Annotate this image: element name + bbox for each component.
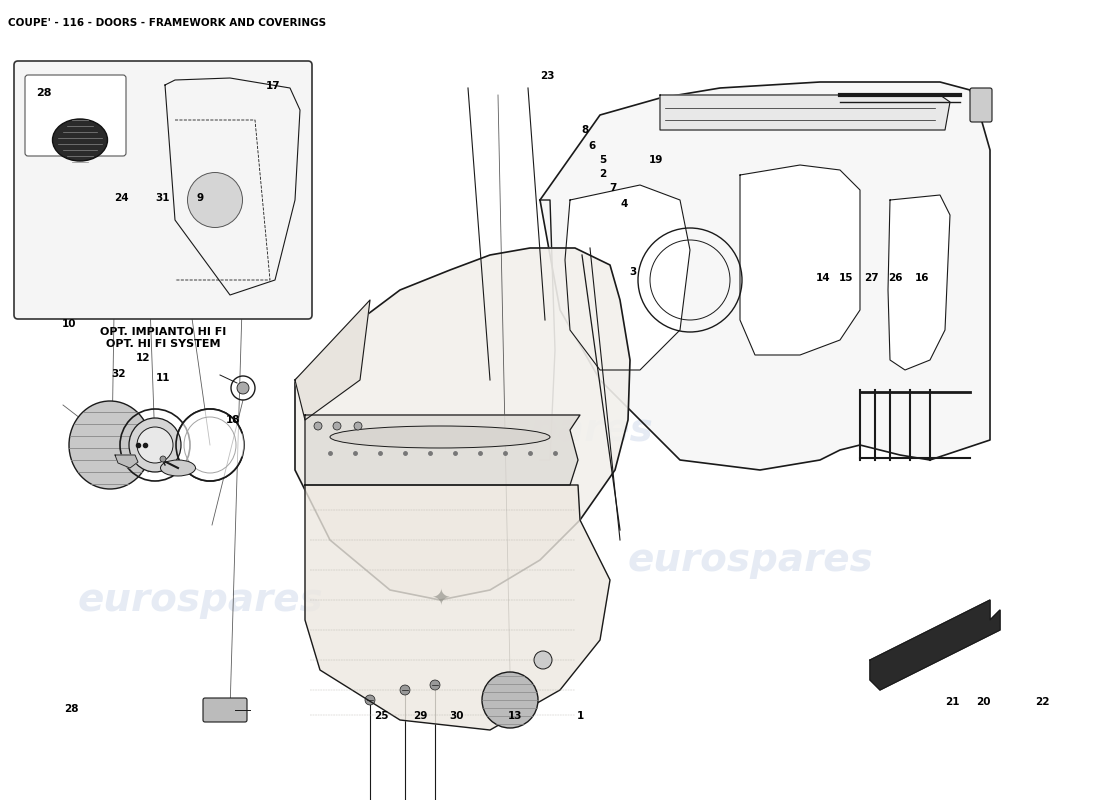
Polygon shape: [565, 185, 690, 370]
FancyBboxPatch shape: [14, 61, 312, 319]
Polygon shape: [540, 82, 990, 470]
Text: 30: 30: [449, 711, 464, 721]
Text: 3: 3: [629, 267, 636, 277]
Text: OPT. IMPIANTO HI FI
OPT. HI FI SYSTEM: OPT. IMPIANTO HI FI OPT. HI FI SYSTEM: [100, 327, 227, 349]
Text: 28: 28: [36, 88, 52, 98]
Text: 26: 26: [888, 274, 903, 283]
Polygon shape: [116, 455, 138, 468]
Text: 28: 28: [64, 704, 79, 714]
Text: 9: 9: [197, 194, 204, 203]
Text: 13: 13: [507, 711, 522, 721]
Text: 5: 5: [600, 155, 606, 165]
Circle shape: [430, 680, 440, 690]
Polygon shape: [305, 485, 610, 730]
Circle shape: [482, 672, 538, 728]
Polygon shape: [660, 95, 950, 130]
Text: 32: 32: [111, 370, 126, 379]
Text: 25: 25: [374, 711, 389, 721]
Circle shape: [534, 651, 552, 669]
Text: 8: 8: [582, 126, 588, 135]
Text: 21: 21: [945, 698, 960, 707]
Text: 22: 22: [1035, 698, 1050, 707]
Ellipse shape: [53, 119, 108, 161]
Ellipse shape: [176, 409, 244, 481]
Ellipse shape: [129, 418, 182, 472]
Text: 11: 11: [155, 373, 170, 382]
Text: 2: 2: [600, 170, 606, 179]
Text: 27: 27: [864, 274, 879, 283]
Text: 4: 4: [620, 199, 627, 209]
Polygon shape: [740, 165, 860, 355]
Text: 19: 19: [648, 155, 663, 165]
Text: 23: 23: [540, 71, 556, 81]
Ellipse shape: [161, 460, 196, 476]
Polygon shape: [295, 300, 370, 420]
Text: 29: 29: [412, 711, 428, 721]
Text: 15: 15: [838, 274, 854, 283]
Text: 10: 10: [62, 319, 77, 329]
Text: 17: 17: [265, 82, 280, 91]
Circle shape: [138, 427, 173, 463]
Text: 7: 7: [609, 183, 616, 193]
Polygon shape: [305, 415, 580, 485]
Text: 20: 20: [976, 698, 991, 707]
Polygon shape: [870, 600, 1000, 690]
Ellipse shape: [330, 426, 550, 448]
FancyBboxPatch shape: [204, 698, 248, 722]
Text: 12: 12: [135, 353, 151, 362]
Text: 18: 18: [226, 415, 241, 425]
Text: ✦: ✦: [431, 590, 449, 610]
Text: 31: 31: [155, 194, 170, 203]
Text: 14: 14: [815, 274, 830, 283]
Polygon shape: [295, 248, 630, 600]
Circle shape: [354, 422, 362, 430]
Text: 16: 16: [914, 274, 929, 283]
FancyBboxPatch shape: [25, 75, 126, 156]
Text: 6: 6: [588, 141, 595, 150]
Circle shape: [314, 422, 322, 430]
Circle shape: [160, 456, 166, 462]
Text: eurospares: eurospares: [407, 411, 653, 449]
Circle shape: [333, 422, 341, 430]
Circle shape: [365, 695, 375, 705]
Text: eurospares: eurospares: [77, 581, 323, 619]
Text: 1: 1: [578, 711, 584, 721]
Text: COUPE' - 116 - DOORS - FRAMEWORK AND COVERINGS: COUPE' - 116 - DOORS - FRAMEWORK AND COV…: [8, 18, 326, 28]
FancyBboxPatch shape: [970, 88, 992, 122]
Circle shape: [236, 382, 249, 394]
Polygon shape: [888, 195, 950, 370]
Circle shape: [400, 685, 410, 695]
Text: 24: 24: [113, 194, 129, 203]
Ellipse shape: [69, 401, 151, 489]
Text: eurospares: eurospares: [627, 541, 873, 579]
Ellipse shape: [187, 173, 242, 227]
